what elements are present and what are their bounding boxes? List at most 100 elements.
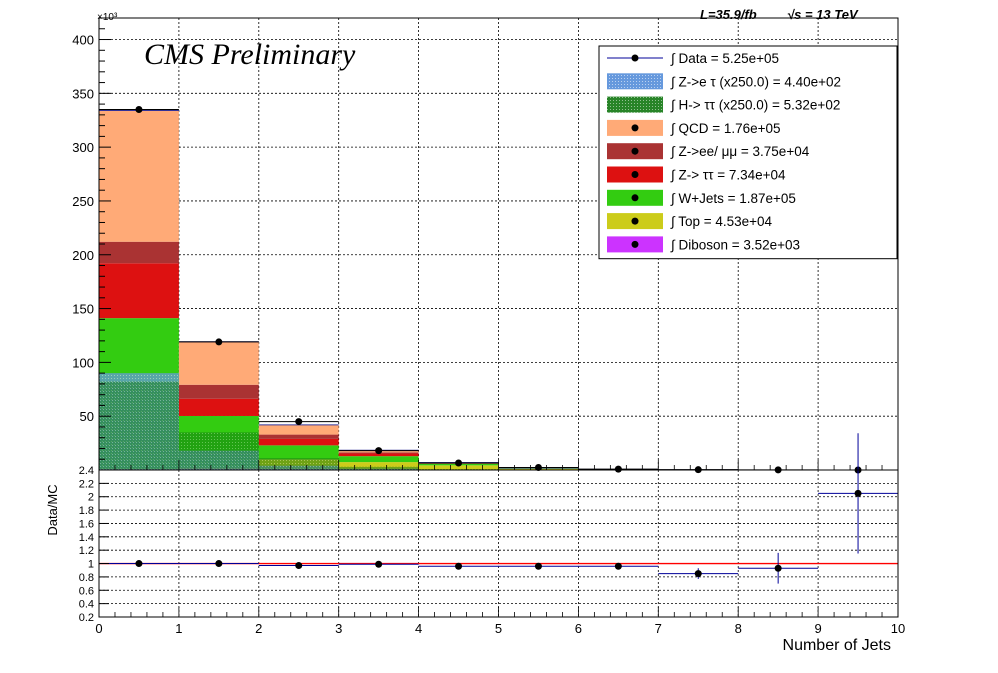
legend-swatch [607, 96, 663, 113]
ratio-y-tick-label: 0.2 [79, 612, 94, 624]
y-tick-label: 200 [72, 248, 94, 263]
data-point [534, 464, 542, 472]
bar-segment [178, 341, 259, 385]
ratio-point [295, 562, 303, 570]
ratio-point [534, 562, 542, 570]
lumi-label: L=35.9/fb [700, 7, 757, 22]
ratio-point [215, 560, 223, 568]
ratio-point [375, 560, 383, 568]
x-tick-label: 6 [575, 621, 582, 636]
ratio-y-tick-label: 0.8 [79, 572, 94, 584]
x-tick-label: 5 [495, 621, 502, 636]
bar-segment [338, 456, 419, 463]
legend-label: ∫ H-> ττ (x250.0) = 5.32e+02 [670, 98, 840, 113]
bar-segment [258, 434, 339, 439]
ratio-y-tick-label: 2.4 [79, 465, 94, 477]
legend-marker-point [631, 240, 639, 248]
overlay-bar [99, 381, 179, 470]
ratio-point [774, 564, 782, 572]
ratio-points [99, 433, 898, 584]
bar-segment [338, 462, 419, 470]
ratio-y-tick-label: 0.4 [79, 599, 94, 611]
bar-segment [99, 110, 179, 242]
energy-label: √s = 13 TeV [787, 7, 859, 22]
ratio-y-tick-label: 2.2 [79, 478, 94, 490]
bar-segment [99, 263, 179, 319]
y-tick-label: 50 [80, 409, 94, 424]
legend-label: ∫ Z->ee/ μμ = 3.75e+04 [670, 144, 810, 159]
x-tick-label: 0 [95, 621, 102, 636]
ratio-y-axis-label: Data/MC [45, 484, 60, 535]
ratio-y-tick-label: 1.8 [79, 505, 94, 517]
main-panel: 50 100 150 200 250 300 350 400 [72, 17, 899, 474]
cms-label: CMS Preliminary [144, 38, 356, 71]
data-point [455, 459, 463, 467]
ratio-grid [99, 469, 898, 618]
ratio-y-tick-label: 1.2 [79, 545, 94, 557]
x-tick-label: 10 [891, 621, 905, 636]
x-axis-label: Number of Jets [783, 637, 891, 654]
ratio-y-tick-label: 1.6 [79, 518, 94, 530]
legend: ∫ Data = 5.25e+05 ∫ Z->e τ (x250.0) = 4.4… [598, 45, 898, 260]
x-tick-label: 8 [735, 621, 742, 636]
y-tick-label: 400 [72, 33, 94, 48]
ratio-y-tick-label: 2 [88, 492, 94, 504]
x-tick-label: 7 [655, 621, 662, 636]
legend-label: ∫ Data = 5.25e+05 [670, 51, 779, 66]
overlay-bar [178, 432, 259, 470]
ratio-point [455, 562, 463, 570]
y-tick-label: 300 [72, 140, 94, 155]
y-tick-label: 250 [72, 194, 94, 209]
legend-marker-point [631, 147, 639, 155]
y-tick-label: 350 [72, 86, 94, 101]
y-tick-label: 100 [72, 355, 94, 370]
bar-segment [418, 465, 499, 470]
ratio-y-tick-label: 0.6 [79, 585, 94, 597]
bar-segment [338, 453, 419, 457]
y-exponent-label: ×10³ [97, 12, 118, 23]
ratio-point [135, 560, 143, 568]
bar-segment [258, 424, 339, 435]
bar-segment [178, 384, 259, 399]
ratio-x-axis: 0 1 2 3 4 5 6 7 8 9 10 [95, 607, 905, 636]
legend-marker-point [631, 171, 639, 178]
ratio-y-axis: 0.20.4 0.60.81 1.21.4 1.61.82 2.22.4 [79, 465, 109, 624]
data-point [295, 418, 303, 426]
signal-overlays [99, 373, 898, 470]
data-point [614, 465, 622, 473]
ratio-point [614, 562, 622, 570]
data-point [375, 447, 383, 455]
y-tick-label: 150 [72, 302, 94, 317]
legend-label: ∫ QCD = 1.76e+05 [670, 121, 781, 136]
data-point [215, 338, 223, 346]
legend-label: ∫ W+Jets = 1.87e+05 [670, 191, 796, 206]
main-y-axis: 50 100 150 200 250 300 350 400 [72, 17, 111, 471]
bar-segment [178, 398, 259, 416]
x-tick-label: 1 [175, 621, 182, 636]
legend-marker-point [631, 217, 639, 225]
main-x-ticks [98, 460, 899, 470]
bar-segment [99, 241, 179, 264]
legend-marker-point [631, 54, 639, 62]
data-point [135, 105, 143, 113]
x-tick-label: 2 [255, 621, 262, 636]
bar-segment [258, 438, 339, 446]
overlay-bar [338, 466, 419, 470]
legend-label: ∫ Z-> ττ = 7.34e+04 [670, 168, 786, 183]
legend-label: ∫ Diboson = 3.52e+03 [670, 237, 800, 252]
x-tick-label: 9 [814, 621, 821, 636]
legend-marker-point [631, 194, 639, 202]
legend-label: ∫ Z->e τ (x250.0) = 4.40e+02 [670, 74, 841, 89]
x-tick-label: 4 [415, 621, 422, 636]
bar-segment [258, 445, 339, 460]
legend-marker-point [631, 124, 639, 132]
legend-label: ∫ Top = 4.53e+04 [670, 214, 773, 229]
ratio-point [694, 570, 702, 578]
legend-swatch [607, 73, 663, 90]
ratio-point [854, 489, 862, 497]
x-tick-label: 3 [335, 621, 342, 636]
ratio-y-tick-label: 1 [88, 559, 94, 571]
overlay-bar [258, 458, 339, 470]
